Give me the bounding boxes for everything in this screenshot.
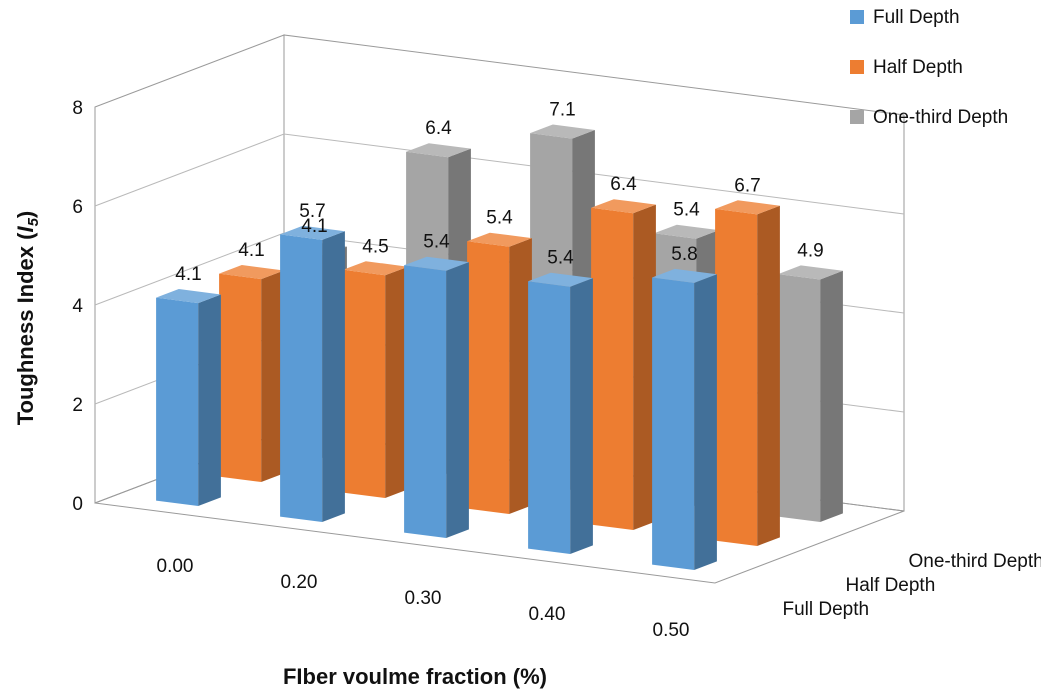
bar-half-depth-0.30 (467, 232, 532, 515)
bar-side-face (261, 270, 284, 482)
legend-swatch (850, 110, 864, 124)
data-label: 4.5 (362, 236, 388, 257)
bar-side-face (385, 266, 408, 498)
y-axis-title: Toughness Index (I5) (13, 211, 42, 426)
depth-tick-label: One-third Depth (909, 551, 1041, 572)
bar-full-depth-0.00 (156, 289, 221, 506)
data-label: 5.4 (423, 232, 450, 253)
bar-top-face (528, 272, 593, 287)
bar-full-depth-0.50 (652, 268, 717, 570)
data-labels: 4.16.47.15.44.94.1 4.55.46.4 6.74.15.75.45… (175, 100, 823, 285)
bar-front-face (219, 273, 262, 482)
bar-top-face (654, 224, 719, 239)
bar-front-face (528, 281, 571, 554)
bar-front-face (467, 241, 510, 515)
bar-side-face (570, 278, 593, 554)
bar-top-face (715, 200, 780, 215)
bar-top-face (156, 289, 221, 304)
data-label: 5.7 (299, 201, 325, 222)
y-tick-label: 0 (72, 494, 83, 515)
bar-side-face (509, 238, 532, 514)
bar-front-face (280, 234, 323, 522)
data-label: 5.4 (486, 208, 513, 229)
bars (156, 124, 843, 570)
bar-half-depth-0.20 (343, 261, 408, 498)
legend-label: Full Depth (873, 7, 960, 28)
bar-side-face (198, 294, 221, 506)
x-tick-label: 0.40 (529, 604, 566, 625)
bar-one-third-depth-0.50 (778, 265, 843, 522)
bar-full-depth-0.20 (280, 225, 345, 522)
bar-front-face (778, 274, 821, 522)
x-tick-label: 0.50 (653, 620, 690, 641)
bar-side-face (322, 231, 345, 522)
depth-tick-label: Full Depth (783, 599, 870, 620)
bar-front-face (652, 277, 695, 570)
depth-tick-label: Half Depth (846, 575, 936, 596)
tick-labels: 0 2 4 6 8 0.00 0.20 0.30 0.40 0.50 Full Depth Half … (72, 98, 1041, 641)
bar-top-face (404, 256, 469, 271)
data-label: 6.7 (734, 175, 760, 196)
bar-half-depth-0.40 (591, 199, 656, 531)
gridline-6 (94, 133, 905, 215)
bar-top-face (778, 265, 843, 280)
bar-front-face (404, 265, 447, 538)
x-tick-label: 0.00 (157, 556, 194, 577)
bar-front-face (715, 208, 758, 546)
bar-side-face (633, 204, 656, 530)
data-label: 5.4 (673, 200, 700, 221)
data-label: 4.1 (238, 240, 264, 261)
y-tick-label: 2 (72, 395, 83, 416)
y-tick-label: 4 (72, 296, 83, 317)
bar-half-depth-0.00 (219, 265, 284, 482)
bar-side-face (694, 274, 717, 570)
legend: Full Depth Half Depth One-third Depth (850, 7, 1008, 128)
bar-half-depth-0.50 (715, 200, 780, 546)
data-label: 4.1 (301, 216, 327, 237)
bar-top-face (219, 265, 284, 280)
data-label: 4.9 (797, 240, 823, 261)
legend-swatch (850, 10, 864, 24)
legend-swatch (850, 60, 864, 74)
x-tick-label: 0.20 (281, 572, 318, 593)
bar-full-depth-0.40 (528, 272, 593, 554)
bar-top-face (530, 124, 595, 139)
bar-top-face (652, 268, 717, 283)
data-label: 4.1 (175, 264, 201, 285)
bar-side-face (820, 270, 843, 522)
x-axis-title: FIber voulme fraction (%) (283, 664, 547, 689)
bar-top-face (280, 225, 345, 240)
legend-label: Half Depth (873, 57, 963, 78)
bar-top-face (591, 199, 656, 214)
bar-top-face (343, 261, 408, 276)
bar-top-face (467, 232, 532, 247)
y-tick-label: 6 (72, 197, 83, 218)
bar-front-face (343, 269, 386, 498)
bar-side-face (757, 205, 780, 546)
data-label: 7.1 (549, 100, 575, 121)
bar-full-depth-0.30 (404, 256, 469, 538)
bar-front-face (156, 297, 199, 506)
x-tick-label: 0.30 (405, 588, 442, 609)
bar-side-face (446, 262, 469, 538)
data-label: 5.4 (547, 248, 574, 269)
bar-top-face (406, 143, 471, 158)
bar-front-face (591, 207, 634, 531)
data-label: 5.8 (671, 244, 697, 265)
legend-label: One-third Depth (873, 107, 1008, 128)
y-tick-label: 8 (72, 98, 83, 119)
data-label: 6.4 (425, 118, 452, 139)
data-label: 6.4 (610, 174, 637, 195)
